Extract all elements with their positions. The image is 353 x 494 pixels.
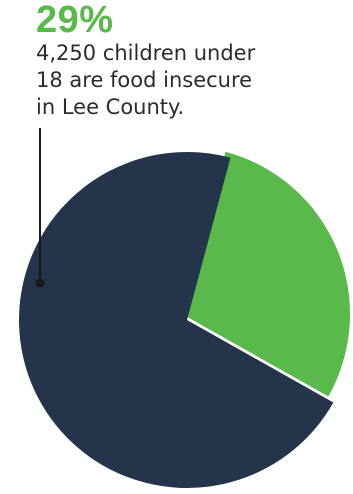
caption-line: in Lee County. — [36, 95, 185, 119]
caption-line: 18 are food insecure — [36, 68, 253, 92]
percentage-headline: 29% — [36, 0, 114, 41]
caption-text: 4,250 children under 18 are food insecur… — [36, 40, 336, 121]
caption-line: 4,250 children under — [36, 41, 256, 65]
pie-slice-base — [19, 152, 334, 489]
pie-slice-highlight — [182, 151, 351, 397]
leader-dot — [35, 278, 45, 288]
